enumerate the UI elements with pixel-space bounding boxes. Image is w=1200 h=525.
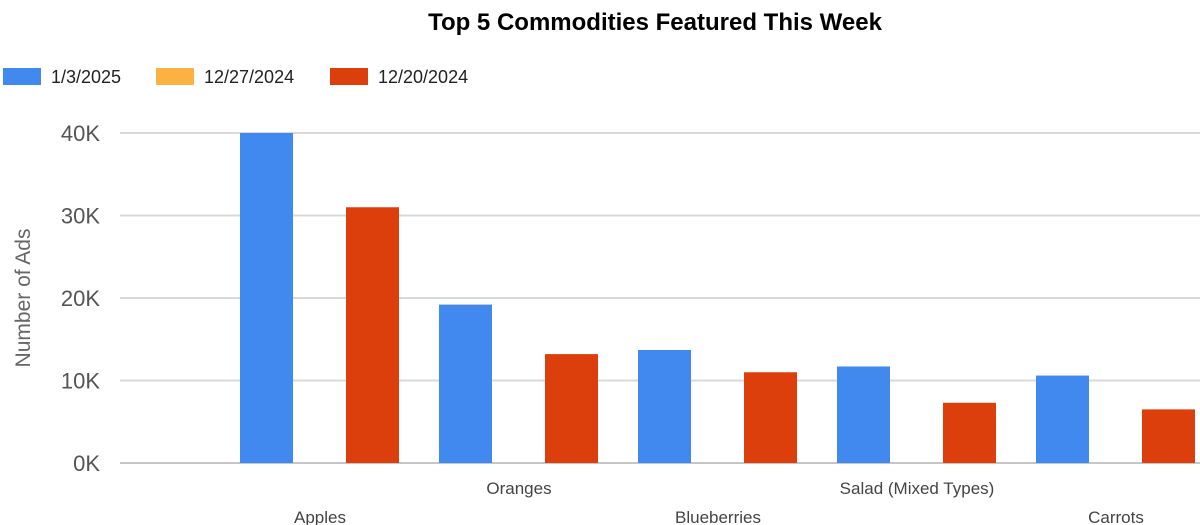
y-axis-ticks: 0K 10K 20K 30K 40K <box>61 121 100 476</box>
x-tick-label: Oranges <box>486 479 551 498</box>
legend-swatch <box>330 68 368 85</box>
x-axis-labels: Apples Oranges Blueberries Salad (Mixed Typ… <box>294 479 1144 525</box>
y-tick-label: 10K <box>61 369 100 394</box>
bar <box>943 402 996 463</box>
bar <box>1142 409 1195 463</box>
bar <box>1036 375 1089 463</box>
chart-title: Top 5 Commodities Featured This Week <box>428 9 883 36</box>
bars <box>240 133 1195 463</box>
bar <box>439 304 492 463</box>
y-tick-label: 20K <box>61 286 100 311</box>
bar <box>240 133 293 463</box>
y-tick-label: 40K <box>61 121 100 146</box>
legend-swatch <box>156 68 194 85</box>
legend-label: 12/27/2024 <box>204 67 294 87</box>
x-tick-label: Apples <box>294 508 346 525</box>
y-axis-title: Number of Ads <box>12 229 35 368</box>
x-tick-label: Salad (Mixed Types) <box>840 479 995 498</box>
legend-label: 12/20/2024 <box>378 67 468 87</box>
bar <box>346 207 399 463</box>
bar <box>638 349 691 463</box>
x-tick-label: Blueberries <box>675 508 761 525</box>
grid-lines <box>120 132 1200 464</box>
legend-label: 1/3/2025 <box>51 67 121 87</box>
legend: 1/3/2025 12/27/2024 12/20/2024 <box>3 67 468 87</box>
y-tick-label: 30K <box>61 204 100 229</box>
bar <box>545 354 598 463</box>
y-tick-label: 0K <box>73 451 100 476</box>
bar <box>837 366 890 463</box>
bar <box>744 372 797 463</box>
legend-swatch <box>3 68 41 85</box>
x-tick-label: Carrots <box>1088 508 1144 525</box>
